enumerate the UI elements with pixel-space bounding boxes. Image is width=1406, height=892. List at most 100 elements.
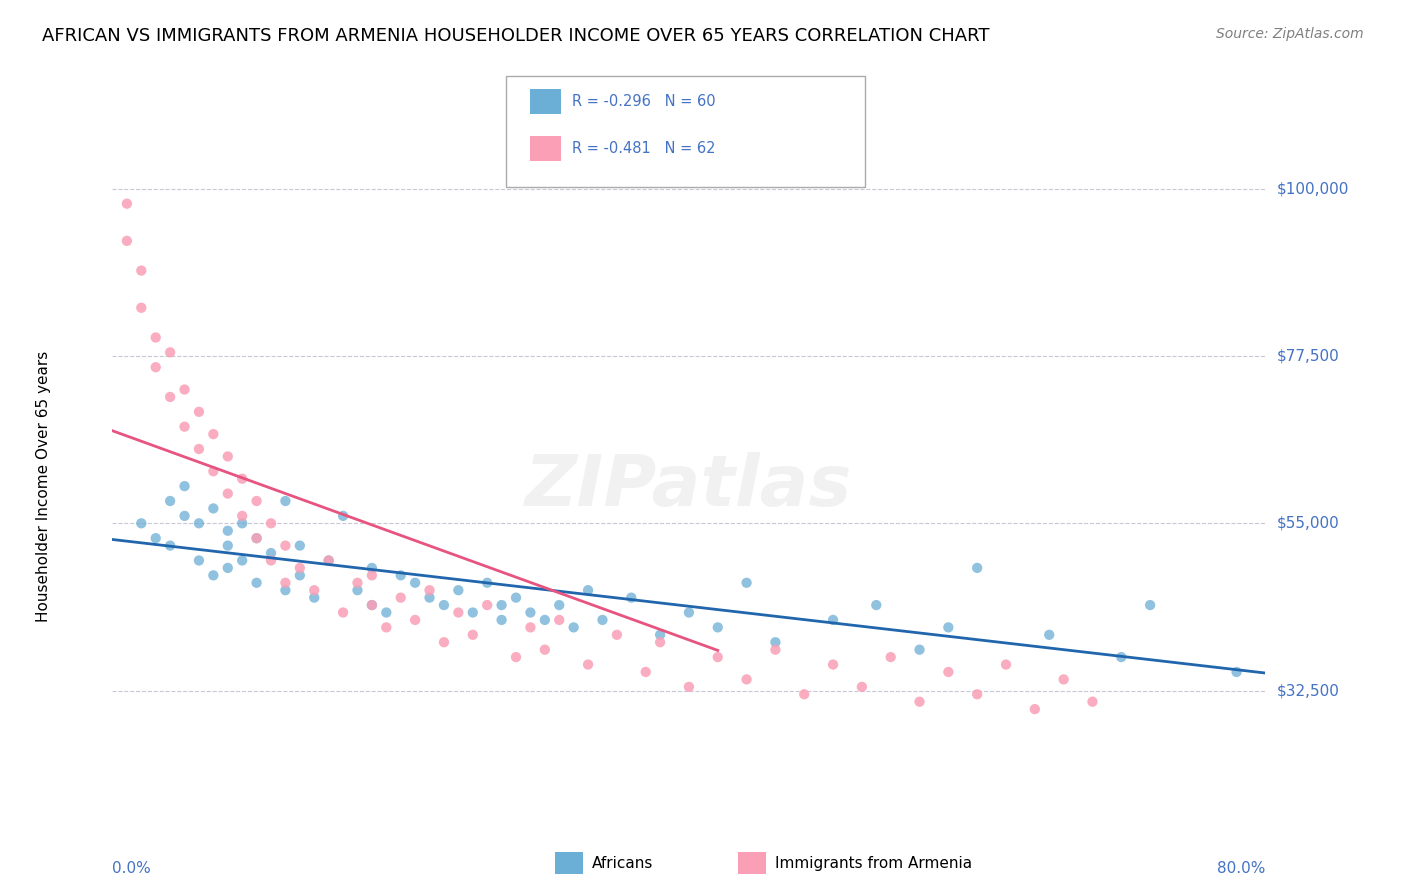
Point bbox=[360, 561, 382, 575]
Point bbox=[447, 606, 470, 620]
Text: 0.0%: 0.0% bbox=[112, 861, 152, 876]
Text: Householder Income Over 65 years: Householder Income Over 65 years bbox=[35, 351, 51, 622]
Point bbox=[648, 628, 672, 642]
Point bbox=[304, 583, 326, 598]
Point bbox=[332, 606, 354, 620]
Point bbox=[419, 583, 441, 598]
Text: Africans: Africans bbox=[592, 856, 654, 871]
Point bbox=[245, 575, 267, 590]
Point bbox=[274, 494, 297, 508]
Point bbox=[217, 450, 239, 464]
Point bbox=[648, 635, 672, 649]
Point bbox=[404, 613, 426, 627]
Point bbox=[115, 234, 138, 248]
Point bbox=[765, 635, 787, 649]
Point bbox=[706, 650, 728, 665]
Point bbox=[865, 598, 887, 612]
Point bbox=[966, 687, 988, 701]
Point bbox=[173, 383, 195, 397]
Point bbox=[936, 665, 959, 679]
Point bbox=[346, 583, 368, 598]
Point bbox=[260, 516, 283, 531]
Point bbox=[288, 561, 311, 575]
Point bbox=[821, 613, 844, 627]
Point bbox=[129, 516, 153, 531]
Point bbox=[188, 553, 211, 567]
Point bbox=[735, 575, 758, 590]
Point bbox=[159, 539, 181, 553]
Point bbox=[129, 301, 153, 315]
Point bbox=[606, 628, 628, 642]
Point bbox=[288, 539, 311, 553]
Point bbox=[188, 405, 211, 419]
Point bbox=[1139, 598, 1161, 612]
Text: $77,500: $77,500 bbox=[1277, 349, 1340, 364]
Point bbox=[505, 591, 527, 605]
Point bbox=[217, 486, 239, 500]
Point bbox=[159, 345, 181, 359]
Point bbox=[576, 657, 599, 672]
Point bbox=[145, 360, 167, 375]
Point bbox=[173, 419, 195, 434]
Point bbox=[548, 613, 571, 627]
Point bbox=[318, 553, 340, 567]
Point bbox=[231, 472, 253, 486]
Point bbox=[1081, 695, 1104, 709]
Point bbox=[389, 591, 412, 605]
Point bbox=[1226, 665, 1249, 679]
Point bbox=[217, 561, 239, 575]
Point bbox=[447, 583, 470, 598]
Text: Source: ZipAtlas.com: Source: ZipAtlas.com bbox=[1216, 27, 1364, 41]
Point bbox=[1052, 673, 1074, 687]
Point bbox=[461, 628, 484, 642]
Text: AFRICAN VS IMMIGRANTS FROM ARMENIA HOUSEHOLDER INCOME OVER 65 YEARS CORRELATION : AFRICAN VS IMMIGRANTS FROM ARMENIA HOUSE… bbox=[42, 27, 990, 45]
Point bbox=[1024, 702, 1046, 716]
Point bbox=[706, 620, 728, 634]
Point bbox=[519, 606, 541, 620]
Point bbox=[129, 263, 153, 277]
Point bbox=[735, 673, 758, 687]
Point bbox=[880, 650, 903, 665]
Point bbox=[793, 687, 815, 701]
Text: R = -0.296   N = 60: R = -0.296 N = 60 bbox=[572, 95, 716, 109]
Point bbox=[245, 531, 267, 545]
Point bbox=[1111, 650, 1133, 665]
Point bbox=[288, 568, 311, 582]
Point bbox=[491, 598, 513, 612]
Point bbox=[202, 568, 225, 582]
Point bbox=[245, 494, 267, 508]
Point bbox=[375, 606, 398, 620]
Text: ZIPatlas: ZIPatlas bbox=[526, 451, 852, 521]
Point bbox=[678, 606, 700, 620]
Point bbox=[592, 613, 614, 627]
Point bbox=[360, 598, 382, 612]
Point bbox=[231, 516, 253, 531]
Point bbox=[245, 531, 267, 545]
Point bbox=[404, 575, 426, 590]
Point bbox=[231, 508, 253, 523]
Point bbox=[461, 606, 484, 620]
Text: $55,000: $55,000 bbox=[1277, 516, 1340, 531]
Point bbox=[304, 591, 326, 605]
Point bbox=[419, 591, 441, 605]
Point bbox=[318, 553, 340, 567]
Point bbox=[274, 575, 297, 590]
Point bbox=[159, 390, 181, 404]
Point bbox=[332, 508, 354, 523]
Point bbox=[765, 642, 787, 657]
Point bbox=[274, 539, 297, 553]
Point bbox=[274, 583, 297, 598]
Point bbox=[533, 613, 555, 627]
Point bbox=[202, 427, 225, 442]
Point bbox=[202, 501, 225, 516]
Point bbox=[851, 680, 873, 694]
Point bbox=[533, 642, 555, 657]
Point bbox=[966, 561, 988, 575]
Point bbox=[475, 598, 498, 612]
Point bbox=[188, 516, 211, 531]
Point bbox=[433, 635, 456, 649]
Point bbox=[548, 598, 571, 612]
Text: 80.0%: 80.0% bbox=[1218, 861, 1265, 876]
Point bbox=[217, 524, 239, 538]
Point bbox=[145, 531, 167, 545]
